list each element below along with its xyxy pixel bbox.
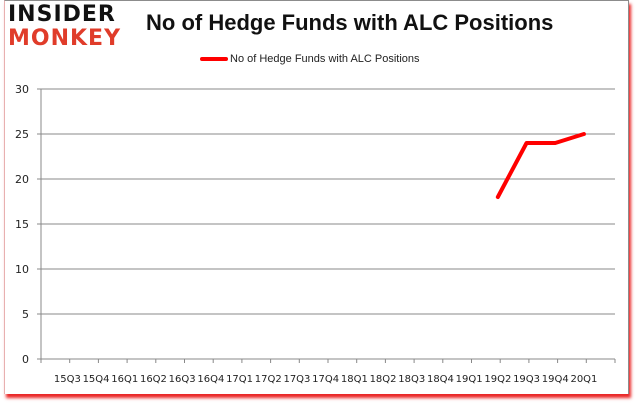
svg-text:0: 0 (22, 353, 29, 366)
insider-monkey-logo: INSIDER MONKEY (8, 4, 138, 50)
svg-text:15: 15 (15, 218, 29, 231)
chart-legend: No of Hedge Funds with ALC Positions (200, 53, 420, 65)
svg-text:25: 25 (15, 128, 29, 141)
series-line (495, 132, 586, 199)
svg-text:17Q1: 17Q1 (226, 374, 253, 385)
svg-text:19Q4: 19Q4 (542, 374, 569, 385)
svg-text:16Q2: 16Q2 (140, 374, 167, 385)
chart-title: No of Hedge Funds with ALC Positions (146, 10, 554, 35)
svg-text:18Q2: 18Q2 (370, 374, 397, 385)
svg-text:19Q2: 19Q2 (484, 374, 511, 385)
svg-text:17Q4: 17Q4 (312, 374, 339, 385)
legend-line-icon (200, 57, 228, 61)
svg-text:10: 10 (15, 263, 29, 276)
svg-text:20Q1: 20Q1 (570, 374, 597, 385)
logo-line1: INSIDER (8, 2, 116, 27)
svg-text:19Q3: 19Q3 (513, 374, 540, 385)
svg-text:18Q1: 18Q1 (341, 374, 368, 385)
svg-text:15Q4: 15Q4 (83, 374, 110, 385)
svg-text:16Q3: 16Q3 (169, 374, 196, 385)
y-axis-ticks: 0 5 10 15 20 25 30 (15, 83, 41, 366)
logo-line2: MONKEY (8, 26, 122, 51)
svg-text:19Q1: 19Q1 (456, 374, 483, 385)
svg-text:20: 20 (15, 173, 29, 186)
chart-frame (4, 0, 629, 394)
svg-text:15Q3: 15Q3 (54, 374, 81, 385)
svg-text:16Q4: 16Q4 (197, 374, 224, 385)
svg-text:17Q3: 17Q3 (283, 374, 310, 385)
svg-text:18Q3: 18Q3 (398, 374, 425, 385)
svg-text:16Q1: 16Q1 (111, 374, 138, 385)
legend-label: No of Hedge Funds with ALC Positions (230, 53, 420, 65)
svg-text:17Q2: 17Q2 (255, 374, 282, 385)
gridlines (41, 88, 615, 315)
svg-text:30: 30 (15, 83, 29, 96)
svg-text:5: 5 (22, 308, 29, 321)
x-axis-ticks: 15Q3 15Q4 16Q1 16Q2 16Q3 16Q4 17Q1 17Q2 17Q3 17Q4… (40, 359, 616, 385)
svg-text:18Q4: 18Q4 (427, 374, 454, 385)
